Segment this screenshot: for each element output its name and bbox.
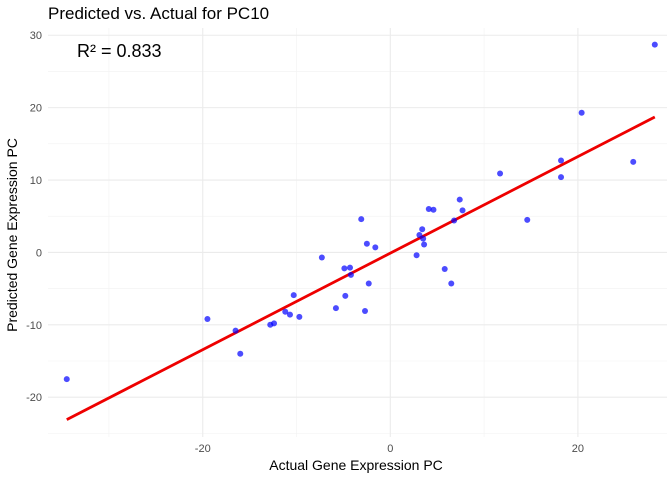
data-point (63, 376, 70, 383)
data-point (271, 320, 278, 327)
data-point (362, 308, 369, 315)
data-point (318, 254, 325, 261)
r-squared-annotation: R² = 0.833 (77, 41, 162, 61)
data-point (456, 196, 463, 203)
data-point (232, 327, 239, 334)
data-point (286, 311, 293, 318)
data-point (204, 316, 211, 323)
fit-line-layer (66, 115, 656, 421)
x-tick-label: 0 (387, 443, 393, 455)
data-point (497, 170, 504, 177)
data-point (419, 226, 426, 233)
data-point (342, 292, 349, 299)
x-tick-label: 20 (572, 443, 584, 455)
data-point (630, 158, 637, 165)
data-point (451, 217, 458, 224)
data-point (347, 271, 354, 278)
data-point (425, 205, 432, 212)
y-tick-label: 10 (30, 175, 42, 187)
data-point (524, 216, 531, 223)
y-tick-label: -20 (26, 392, 42, 404)
data-point (416, 232, 423, 239)
data-point (558, 157, 565, 164)
y-tick-label: -10 (26, 320, 42, 332)
y-axis-title: Predicted Gene Expression PC (4, 138, 20, 332)
data-point (413, 252, 420, 259)
y-tick-label: 30 (30, 30, 42, 42)
data-point (290, 292, 297, 299)
data-point (578, 109, 585, 116)
data-point (420, 235, 427, 242)
chart-title: Predicted vs. Actual for PC10 (48, 4, 269, 23)
data-point (237, 350, 244, 357)
major-gridlines (48, 28, 667, 437)
data-point (372, 244, 379, 251)
y-tick-label: 0 (36, 247, 42, 259)
y-axis-tick-labels: -20 -10 0 10 20 30 (26, 30, 42, 404)
data-point (430, 206, 437, 213)
data-point (365, 280, 372, 287)
data-point (421, 241, 428, 248)
minor-gridlines (48, 28, 667, 437)
x-axis-title: Actual Gene Expression PC (269, 457, 443, 473)
data-point (363, 240, 370, 247)
data-point (459, 207, 466, 214)
data-point (358, 216, 365, 223)
data-point (558, 174, 565, 181)
x-axis-tick-labels: -20 0 20 (195, 443, 584, 455)
data-point (296, 313, 303, 320)
data-point (332, 305, 339, 312)
data-point (346, 264, 353, 271)
data-point (341, 265, 348, 272)
data-point (651, 41, 658, 48)
y-tick-label: 20 (30, 103, 42, 115)
data-point (448, 280, 455, 287)
data-points (63, 41, 658, 383)
x-tick-label: -20 (195, 443, 211, 455)
data-point (441, 266, 448, 273)
regression-line (66, 115, 656, 421)
data-point (282, 308, 289, 315)
